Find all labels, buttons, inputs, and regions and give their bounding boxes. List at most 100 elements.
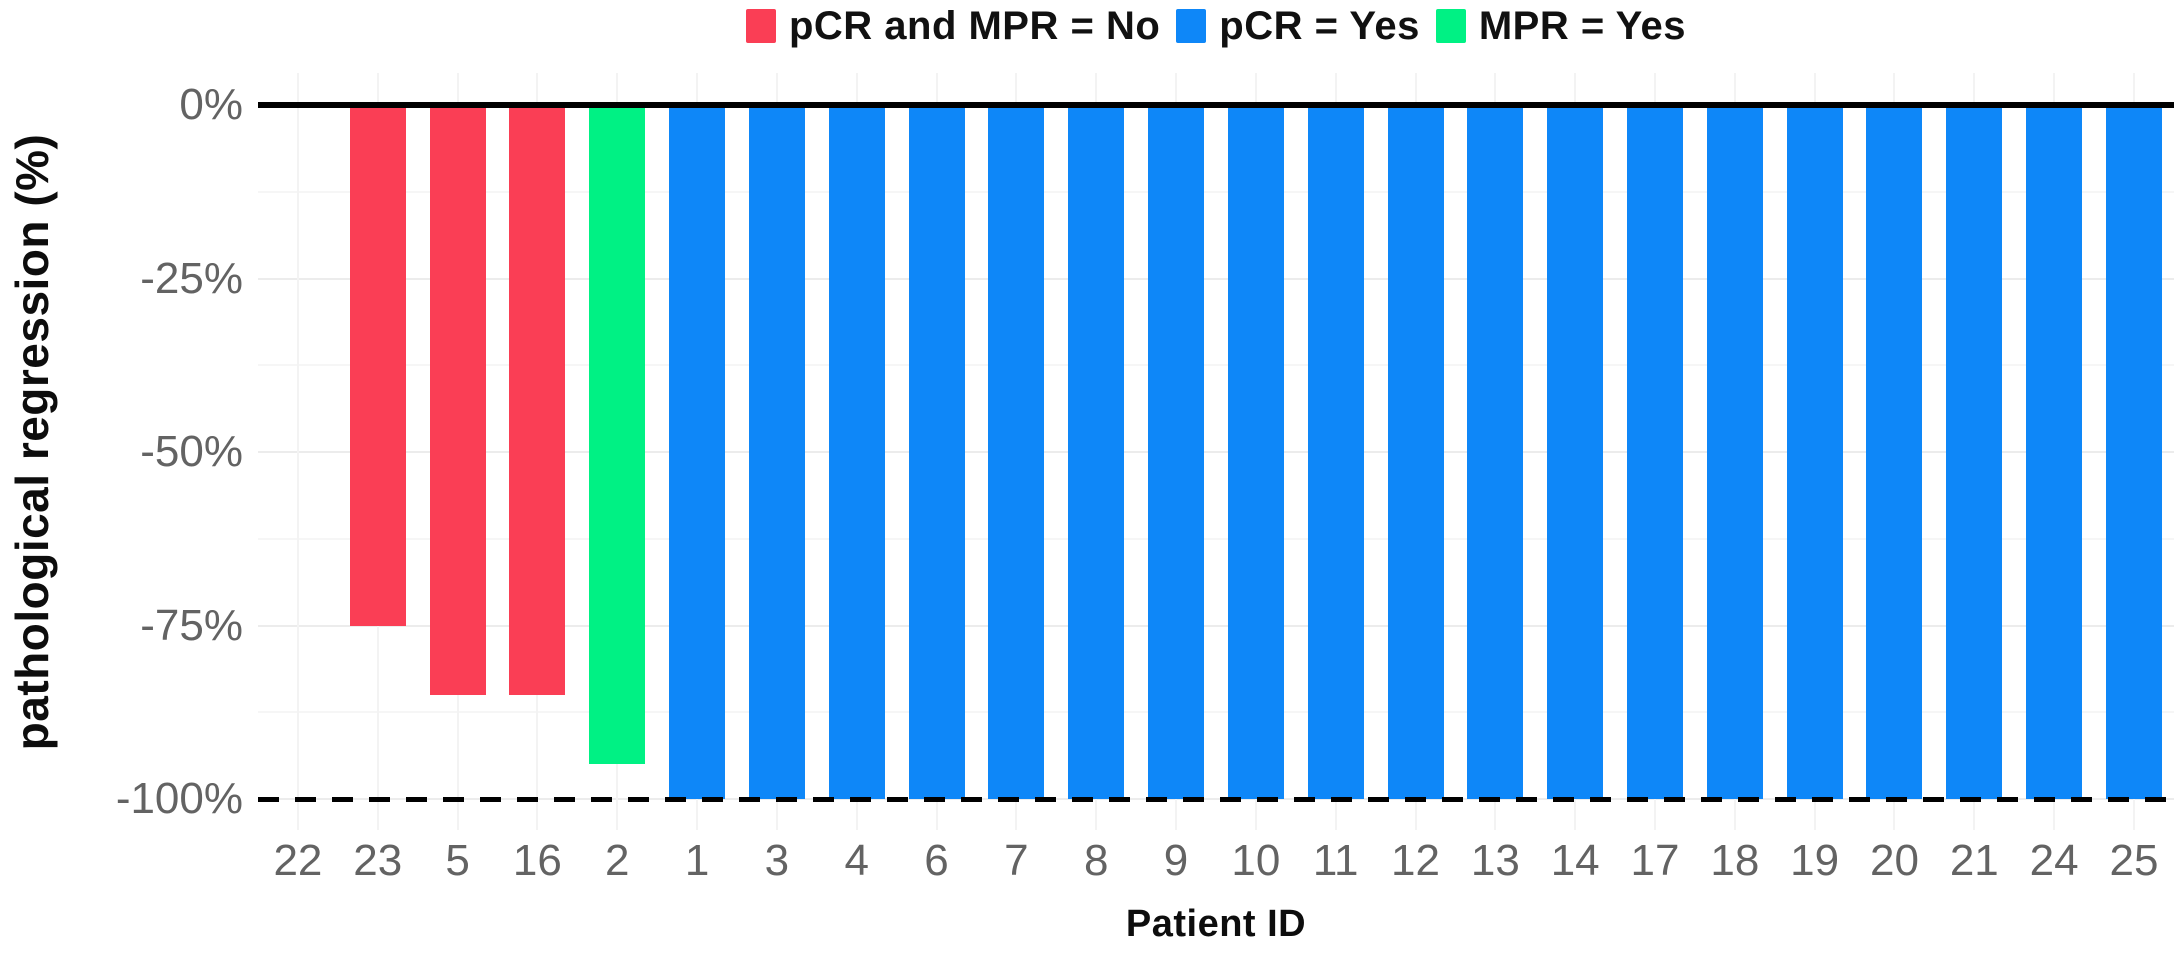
minus-100-dashed-line [258,797,2174,802]
bar-patient-20 [1866,105,1923,799]
x-tick-label-patient-23: 23 [353,836,403,885]
patient-slot-17 [1615,73,1695,830]
legend: pCR and MPR = No pCR = Yes MPR = Yes [258,2,2174,50]
bar-patient-16 [509,105,566,695]
patient-slot-14 [1535,73,1615,830]
patient-slot-8 [1056,73,1136,830]
patient-slot-11 [1296,73,1376,830]
y-tick-label: -75% [140,600,243,650]
bar-patient-25 [2105,105,2162,799]
minor-gridline [258,190,2174,193]
x-axis-title: Patient ID [1125,903,1307,945]
major-gridline [258,277,2174,280]
legend-item: pCR = Yes [1176,4,1420,49]
bar-patient-17 [1626,105,1683,799]
bar-patient-18 [1706,105,1763,799]
patient-slot-19 [1775,73,1855,830]
y-tick-label: -25% [140,253,243,303]
bar-patient-11 [1307,105,1364,799]
legend-swatch-icon [745,9,776,43]
major-gridline [258,451,2174,453]
plot-region [258,73,2174,830]
patient-slot-18 [1695,73,1775,830]
x-tick-label-patient-18: 18 [1710,836,1760,885]
bar-patient-3 [748,105,805,799]
legend-label: pCR and MPR = No [788,3,1161,48]
bar-patient-4 [828,105,885,799]
x-tick-label-patient-7: 7 [1004,836,1029,885]
patient-slot-6 [897,73,977,830]
patient-slot-3 [737,73,817,830]
patient-slot-12 [1376,73,1456,830]
legend-label: MPR = Yes [1478,3,1687,48]
patient-slot-5 [418,73,498,830]
bar-slots [258,73,2174,830]
x-tick-label-patient-16: 16 [512,836,562,885]
x-tick-label-patient-11: 11 [1312,836,1359,885]
bar-patient-19 [1786,105,1843,799]
bar-patient-12 [1387,105,1444,799]
legend-item: pCR and MPR = No [745,3,1161,49]
minor-gridline [258,364,2174,367]
x-tick-label-patient-20: 20 [1870,836,1919,885]
y-tick-label: 0% [179,80,243,129]
bar-patient-8 [1068,105,1125,799]
patient-slot-16 [497,73,577,830]
x-tick-label-patient-8: 8 [1083,836,1109,885]
bar-patient-23 [349,105,406,626]
x-axis-tick-labels: 22 23 5 16 2 1 3 4 6 7 8 9 10 11 12 13 14 17 18 19 20 21 24 25 [258,836,2174,886]
patient-slot-13 [1455,73,1535,830]
x-tick-label-patient-22: 22 [273,836,323,885]
x-tick-label-patient-3: 3 [764,836,790,885]
patient-slot-20 [1855,73,1935,830]
legend-label: pCR = Yes [1219,3,1420,48]
patient-slot-2 [577,73,657,830]
x-tick-label-patient-25: 25 [2109,836,2159,885]
minor-gridline [258,711,2174,714]
bar-patient-13 [1467,105,1524,799]
bar-patient-9 [1148,105,1205,799]
patient-slot-22 [258,73,338,830]
patient-slot-24 [2014,73,2094,830]
x-tick-label-patient-9: 9 [1163,836,1189,885]
x-tick-label-patient-6: 6 [924,836,949,885]
bar-patient-7 [988,105,1045,799]
x-tick-label-patient-10: 10 [1231,836,1281,885]
legend-item: MPR = Yes [1435,3,1687,49]
x-tick-label-patient-17: 17 [1630,836,1680,885]
bar-patient-14 [1547,105,1604,799]
bar-patient-21 [1946,105,2003,799]
x-tick-label-patient-4: 4 [844,836,869,885]
bar-patient-6 [908,105,965,799]
patient-slot-25 [2094,73,2174,830]
x-tick-label-patient-5: 5 [445,836,470,885]
patient-slot-23 [338,73,418,830]
x-tick-label-patient-2: 2 [604,836,630,885]
patient-slot-9 [1136,73,1216,830]
y-tick-label: -100% [115,774,243,823]
x-tick-label-patient-19: 19 [1790,836,1840,885]
bar-patient-1 [669,105,726,799]
legend-swatch-icon [1176,9,1207,43]
major-gridline [258,624,2174,627]
patient-slot-4 [817,73,897,830]
x-tick-label-patient-12: 12 [1391,836,1440,885]
patient-slot-10 [1216,73,1296,830]
y-tick-label: -50% [140,427,243,476]
patient-slot-21 [1934,73,2014,830]
bar-patient-10 [1227,105,1284,799]
zero-baseline [258,102,2174,108]
bar-patient-2 [589,105,646,765]
x-tick-label-patient-1: 1 [684,836,710,885]
x-tick-label-patient-21: 21 [1949,836,1999,885]
x-tick-label-patient-13: 13 [1470,836,1520,885]
legend-swatch-icon [1435,9,1466,43]
vertical-gridline [296,73,299,830]
x-tick-label-patient-14: 14 [1550,836,1600,885]
bar-patient-24 [2026,105,2083,799]
x-tick-label-patient-24: 24 [2029,836,2079,885]
patient-slot-1 [657,73,737,830]
bar-patient-5 [429,105,486,695]
patient-slot-7 [976,73,1056,830]
